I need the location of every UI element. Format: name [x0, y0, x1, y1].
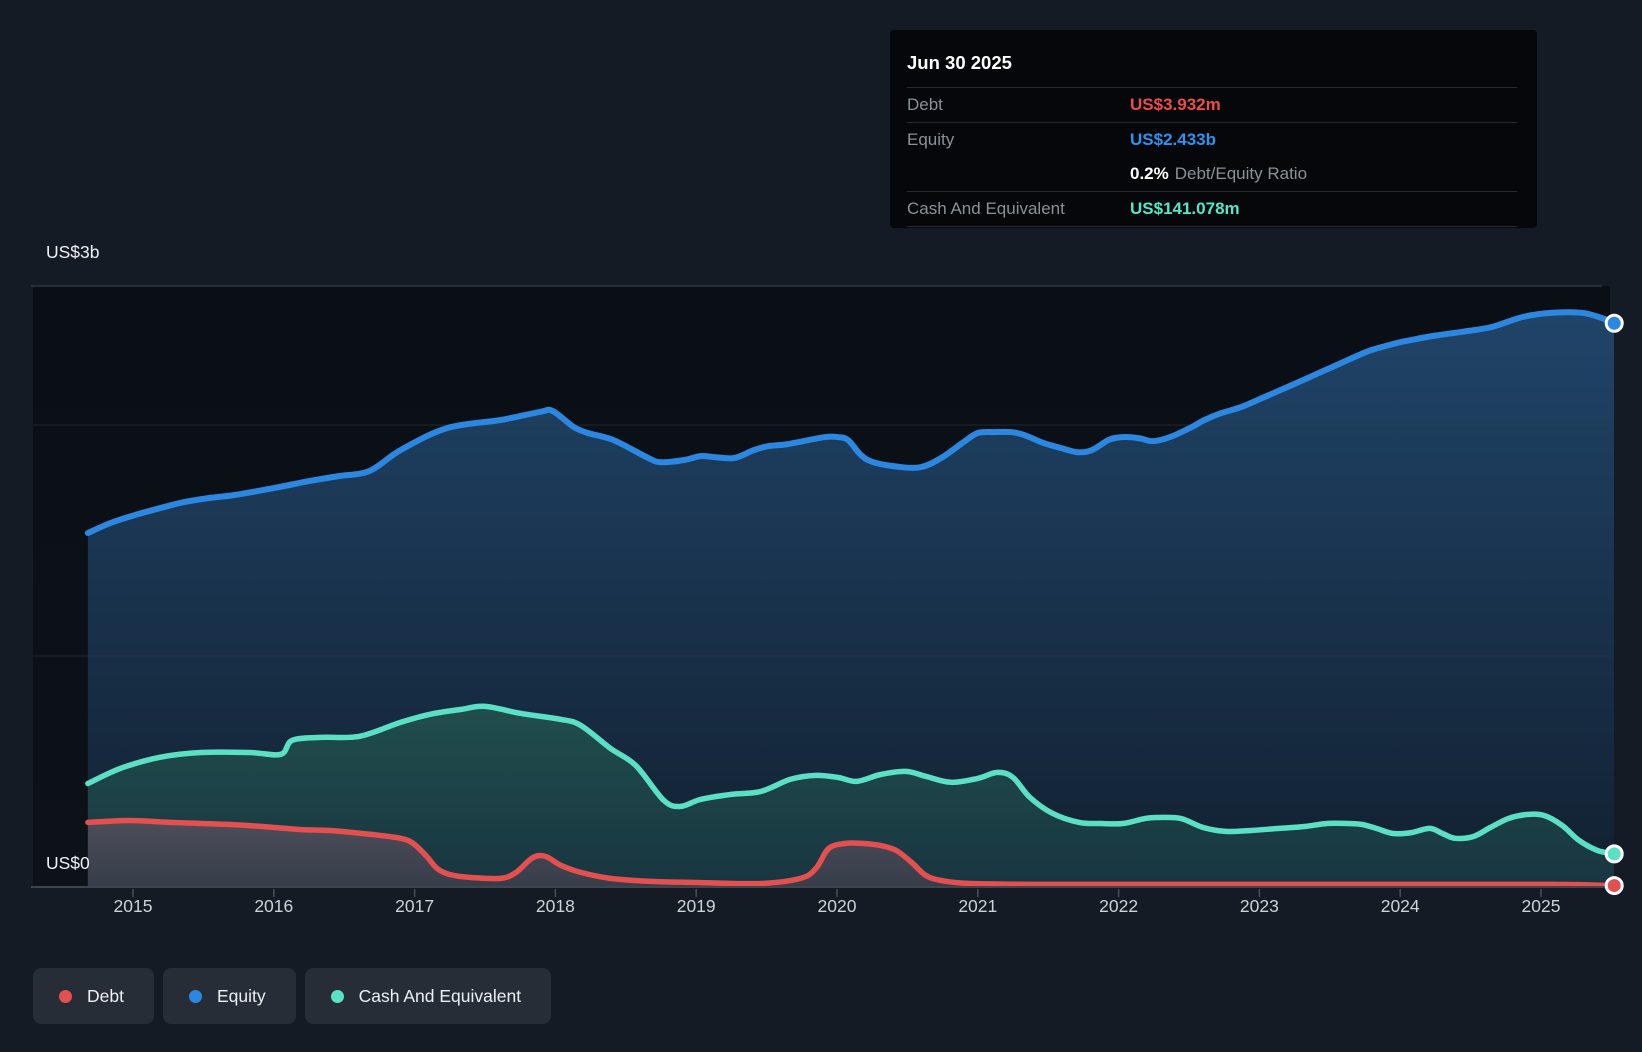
legend-item-debt[interactable]: Debt [33, 968, 154, 1024]
x-tick-label-2024: 2024 [1381, 896, 1420, 916]
x-tick-label-2025: 2025 [1522, 896, 1561, 916]
x-tick-label-2019: 2019 [677, 896, 716, 916]
x-tick-label-2016: 2016 [254, 896, 293, 916]
tooltip-equity-label: Equity [907, 130, 955, 149]
tooltip-equity-value: US$2.433b [1130, 130, 1216, 149]
tooltip-cash-value: US$141.078m [1130, 199, 1240, 218]
y-axis-label-bottom: US$0 [46, 853, 90, 873]
marker-debt[interactable] [1604, 876, 1624, 896]
x-tick-label-2015: 2015 [114, 896, 153, 916]
line-debt [85, 817, 1614, 887]
area-cash-and-equivalent [87, 706, 1614, 887]
legend-dot-icon [330, 989, 344, 1003]
legend-label: Debt [87, 985, 124, 1006]
x-tick-label-2022: 2022 [1099, 896, 1138, 916]
line-cash-and-equivalent [85, 703, 1614, 857]
x-tick-label-2021: 2021 [958, 896, 997, 916]
marker-equity[interactable] [1604, 313, 1624, 333]
tooltip-ratio-value: 0.2% Debt/Equity Ratio [1130, 164, 1308, 183]
legend-label: Equity [216, 985, 266, 1006]
marker-cash-and-equivalent[interactable] [1604, 844, 1624, 864]
tooltip-debt-value: US$3.932m [1130, 95, 1221, 114]
x-tick-label-2023: 2023 [1240, 896, 1279, 916]
tooltip-row-equity: Equity US$2.433b [907, 123, 1517, 157]
legend: Debt Equity Cash And Equivalent [33, 968, 552, 1024]
x-tick-label-2018: 2018 [536, 896, 575, 916]
legend-dot-icon [59, 989, 72, 1003]
tooltip-date: Jun 30 2025 [907, 38, 1517, 88]
x-tick-label-2017: 2017 [395, 896, 434, 916]
legend-item-equity[interactable]: Equity [162, 968, 296, 1024]
x-tick-label-2020: 2020 [818, 896, 857, 916]
y-axis-label-top: US$3b [46, 242, 100, 262]
area-debt [87, 820, 1614, 887]
tooltip-row-cash: Cash And Equivalent US$141.078m [907, 192, 1517, 227]
line-equity [84, 309, 1614, 536]
tooltip-row-ratio: 0.2% Debt/Equity Ratio [907, 157, 1517, 192]
tooltip-debt-label: Debt [907, 95, 943, 114]
legend-dot-icon [188, 989, 202, 1003]
tooltip-cash-label: Cash And Equivalent [907, 199, 1065, 218]
tooltip: Jun 30 2025 Debt US$3.932m Equity US$2.4… [890, 30, 1537, 228]
legend-item-cash-and-equivalent[interactable]: Cash And Equivalent [304, 968, 552, 1024]
tooltip-row-debt: Debt US$3.932m [907, 88, 1517, 123]
legend-label: Cash And Equivalent [358, 985, 522, 1006]
